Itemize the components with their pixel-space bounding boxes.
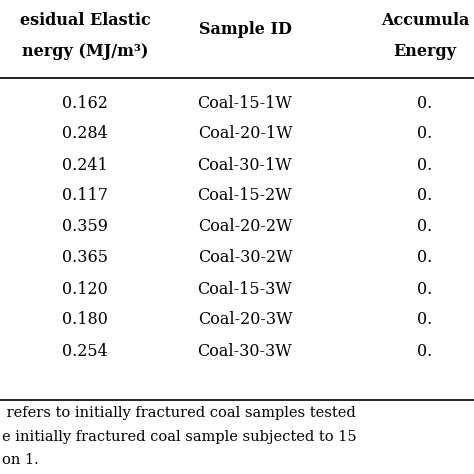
Text: 0.359: 0.359 [62, 219, 108, 236]
Text: 0.117: 0.117 [62, 188, 108, 204]
Text: 0.: 0. [418, 343, 433, 359]
Text: Coal-15-3W: Coal-15-3W [198, 281, 292, 298]
Text: 0.: 0. [418, 281, 433, 298]
Text: 0.: 0. [418, 249, 433, 266]
Text: 0.: 0. [418, 94, 433, 111]
Text: 0.284: 0.284 [62, 126, 108, 143]
Text: 0.: 0. [418, 188, 433, 204]
Text: 0.: 0. [418, 219, 433, 236]
Text: 0.: 0. [418, 156, 433, 173]
Text: 0.120: 0.120 [62, 281, 108, 298]
Text: Coal-20-3W: Coal-20-3W [198, 311, 292, 328]
Text: nergy (MJ/m³): nergy (MJ/m³) [22, 43, 148, 60]
Text: Energy: Energy [393, 43, 456, 60]
Text: Coal-15-1W: Coal-15-1W [198, 94, 292, 111]
Text: on 1.: on 1. [2, 453, 39, 467]
Text: Coal-15-2W: Coal-15-2W [198, 188, 292, 204]
Text: 0.: 0. [418, 311, 433, 328]
Text: 0.241: 0.241 [62, 156, 108, 173]
Text: 0.180: 0.180 [62, 311, 108, 328]
Text: 0.162: 0.162 [62, 94, 108, 111]
Text: Coal-30-1W: Coal-30-1W [198, 156, 292, 173]
Text: Sample ID: Sample ID [199, 21, 292, 38]
Text: e initially fractured coal sample subjected to 15: e initially fractured coal sample subjec… [2, 430, 356, 444]
Text: Coal-30-3W: Coal-30-3W [198, 343, 292, 359]
Text: 0.254: 0.254 [62, 343, 108, 359]
Text: esidual Elastic: esidual Elastic [19, 12, 150, 29]
Text: Accumula: Accumula [381, 12, 469, 29]
Text: Coal-20-1W: Coal-20-1W [198, 126, 292, 143]
Text: Coal-20-2W: Coal-20-2W [198, 219, 292, 236]
Text: 0.365: 0.365 [62, 249, 108, 266]
Text: 0.: 0. [418, 126, 433, 143]
Text: Coal-30-2W: Coal-30-2W [198, 249, 292, 266]
Text: refers to initially fractured coal samples tested: refers to initially fractured coal sampl… [2, 406, 356, 420]
